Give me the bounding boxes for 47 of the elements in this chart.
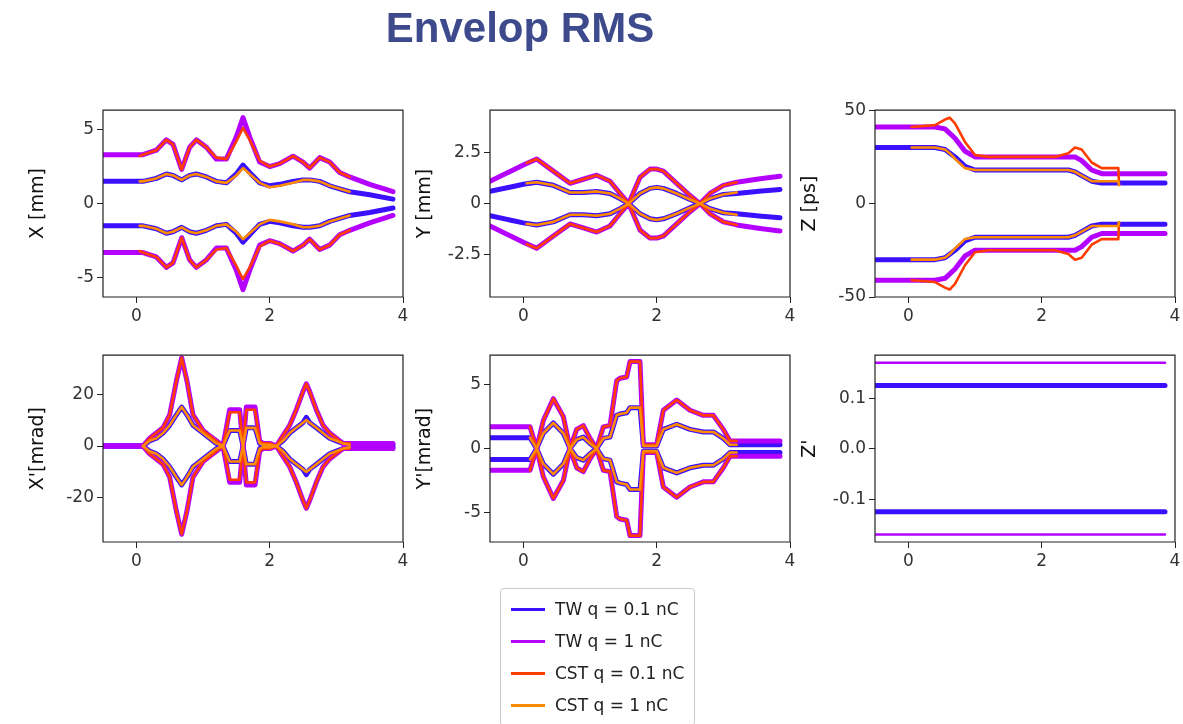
x-tick-label: 2 bbox=[264, 549, 276, 570]
x-tick-label: 2 bbox=[651, 549, 663, 570]
y-tick-label: -2.5 bbox=[447, 242, 481, 263]
x-tick-label: 2 bbox=[1036, 549, 1048, 570]
y-tick-label: -50 bbox=[838, 285, 866, 306]
x-tick-label: 4 bbox=[397, 304, 409, 325]
x-tick-label: 0 bbox=[517, 304, 529, 325]
y-axis-title: X [mm] bbox=[25, 168, 48, 240]
legend-label: TW q = 0.1 nC bbox=[555, 599, 679, 619]
x-tick-label: 0 bbox=[902, 549, 914, 570]
y-tick-label: -20 bbox=[66, 486, 94, 507]
y-tick-label: -0.1 bbox=[832, 487, 866, 508]
legend-label: CST q = 1 nC bbox=[555, 695, 669, 715]
y-tick-label: 0.1 bbox=[838, 386, 866, 407]
y-axis-title: X'[mrad] bbox=[25, 407, 48, 491]
y-tick-label: 0 bbox=[470, 437, 481, 458]
y-axis-title: Z [ps] bbox=[797, 175, 820, 232]
x-tick-label: 4 bbox=[1169, 304, 1181, 325]
y-axis-title: Z' bbox=[797, 439, 820, 458]
x-tick-label: 0 bbox=[130, 304, 142, 325]
y-tick-label: 5 bbox=[83, 117, 94, 138]
y-tick-label: 50 bbox=[844, 98, 866, 119]
legend-label: CST q = 0.1 nC bbox=[555, 663, 685, 683]
y-tick-label: 20 bbox=[72, 382, 94, 403]
y-tick-label: 0 bbox=[83, 434, 94, 455]
y-tick-label: 2.5 bbox=[453, 141, 481, 162]
x-tick-label: 4 bbox=[397, 549, 409, 570]
y-tick-label: -5 bbox=[464, 500, 481, 521]
x-tick-label: 2 bbox=[264, 304, 276, 325]
y-tick-label: 5 bbox=[470, 373, 481, 394]
y-axis-title: Y [mm] bbox=[412, 168, 435, 240]
y-tick-label: 0.0 bbox=[838, 437, 866, 458]
y-tick-label: -5 bbox=[77, 266, 94, 287]
x-tick-label: 2 bbox=[1036, 304, 1048, 325]
x-tick-label: 4 bbox=[784, 304, 796, 325]
x-tick-label: 0 bbox=[517, 549, 529, 570]
y-axis-title: Y'[mrad] bbox=[412, 407, 435, 491]
y-tick-label: 0 bbox=[470, 192, 481, 213]
chart-title: Envelop RMS bbox=[384, 4, 656, 52]
x-tick-label: 2 bbox=[651, 304, 663, 325]
x-tick-label: 0 bbox=[130, 549, 142, 570]
y-tick-label: 0 bbox=[855, 192, 866, 213]
x-tick-label: 4 bbox=[784, 549, 796, 570]
x-tick-label: 0 bbox=[902, 304, 914, 325]
legend-label: TW q = 1 nC bbox=[555, 631, 663, 651]
x-tick-label: 4 bbox=[1169, 549, 1181, 570]
y-tick-label: 0 bbox=[83, 192, 94, 213]
